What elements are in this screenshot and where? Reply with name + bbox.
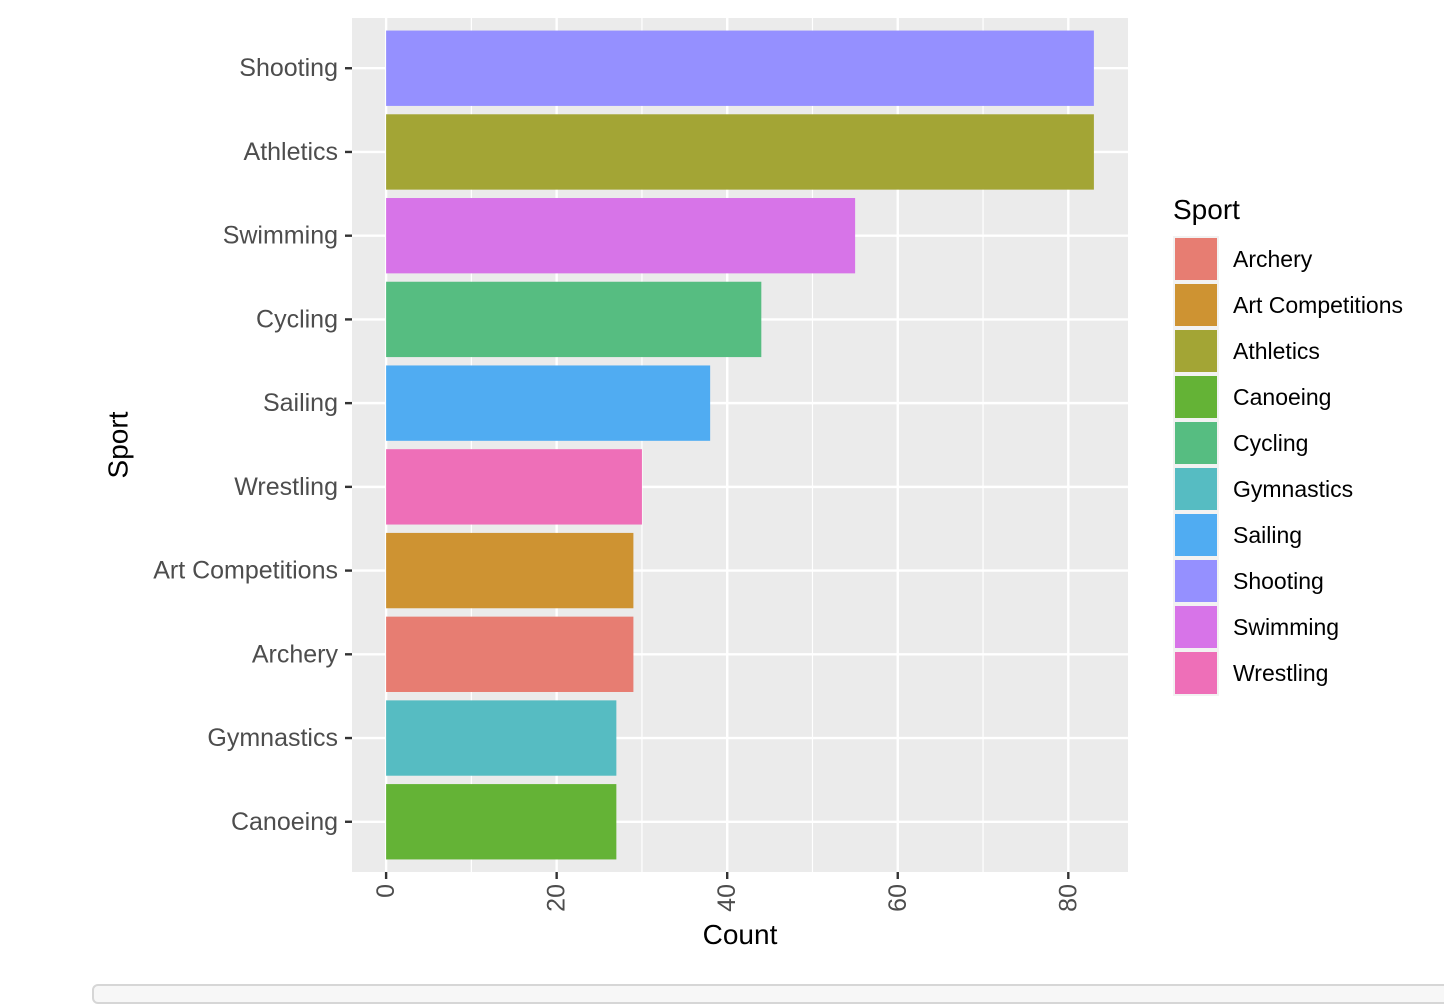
- legend-swatch: [1175, 284, 1217, 326]
- bar: [386, 532, 634, 609]
- legend-title: Sport: [1173, 194, 1240, 225]
- y-tick-label: Wrestling: [234, 473, 338, 501]
- bar: [386, 784, 617, 860]
- legend-label: Athletics: [1233, 338, 1320, 364]
- bar: [386, 700, 617, 776]
- legend-label: Wrestling: [1233, 660, 1328, 686]
- legend-swatch: [1175, 560, 1217, 602]
- legend-swatch: [1175, 422, 1217, 464]
- y-tick-label: Canoeing: [231, 808, 338, 836]
- legend-label: Canoeing: [1233, 384, 1331, 410]
- bottom-panel: [92, 984, 1444, 1004]
- legend-swatch: [1175, 330, 1217, 372]
- bar: [386, 281, 762, 358]
- y-tick-label: Shooting: [239, 54, 338, 82]
- x-tick-label: 20: [543, 884, 571, 912]
- legend: Sport Archery Art Competitions Athletics Ca…: [1173, 194, 1403, 696]
- bar: [386, 616, 634, 692]
- x-tick-label: 40: [713, 884, 741, 912]
- y-tick-label: Swimming: [223, 222, 338, 250]
- x-tick-label: 0: [372, 884, 400, 898]
- legend-label: Swimming: [1233, 614, 1339, 640]
- x-tick-label: 60: [884, 884, 912, 912]
- legend-label: Sailing: [1233, 522, 1302, 548]
- y-tick-label: Art Competitions: [153, 557, 338, 585]
- x-tick-label: 80: [1054, 884, 1082, 912]
- bars: [386, 30, 1094, 860]
- x-axis-title: Count: [703, 919, 778, 950]
- legend-swatch: [1175, 606, 1217, 648]
- legend-label: Archery: [1233, 246, 1313, 272]
- bar: [386, 198, 856, 274]
- bar: [386, 114, 1094, 190]
- legend-swatch: [1175, 376, 1217, 418]
- y-tick-label: Sailing: [263, 389, 338, 417]
- bar: [386, 30, 1094, 106]
- y-axis: Canoeing Gymnastics Archery Art Competition…: [153, 54, 352, 836]
- legend-label: Shooting: [1233, 568, 1324, 594]
- legend-swatch: [1175, 514, 1217, 556]
- legend-swatch: [1175, 652, 1217, 694]
- bar: [386, 449, 642, 525]
- y-tick-label: Archery: [252, 640, 339, 668]
- x-axis: 0 20 40 60 80: [372, 872, 1082, 912]
- y-tick-label: Gymnastics: [207, 724, 338, 752]
- legend-label: Cycling: [1233, 430, 1308, 456]
- y-axis-title: Sport: [103, 411, 134, 478]
- y-tick-label: Cycling: [256, 305, 338, 333]
- legend-swatch: [1175, 468, 1217, 510]
- bar: [386, 365, 711, 441]
- legend-label: Art Competitions: [1233, 292, 1403, 318]
- legend-label: Gymnastics: [1233, 476, 1353, 502]
- legend-swatch: [1175, 238, 1217, 280]
- y-tick-label: Athletics: [244, 138, 338, 166]
